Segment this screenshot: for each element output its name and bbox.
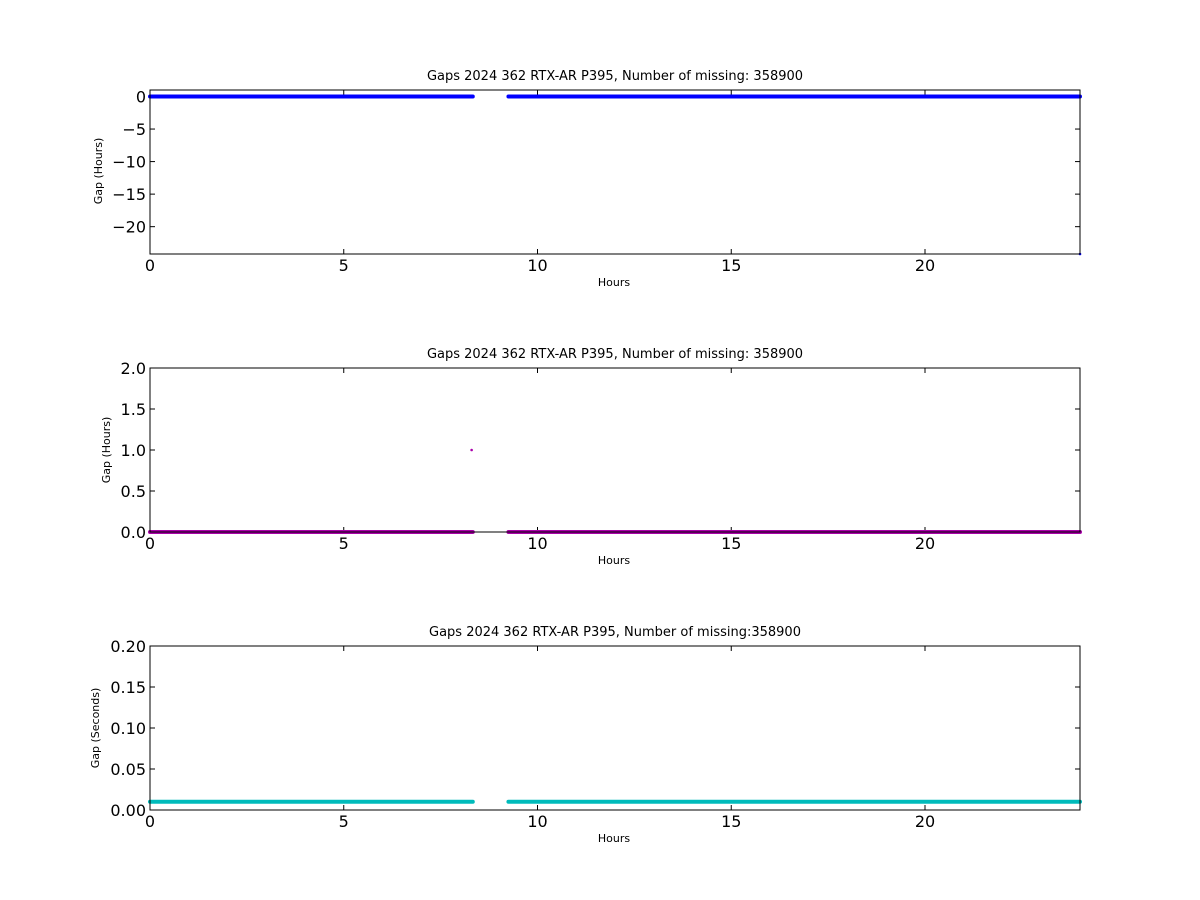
x-tick-label: 20 bbox=[915, 812, 935, 831]
y-tick-label: −10 bbox=[112, 153, 146, 172]
axes-frame bbox=[149, 89, 1081, 255]
plot-area bbox=[148, 94, 1082, 256]
x-tick-label: 0 bbox=[145, 256, 155, 275]
y-tick-label: 1.5 bbox=[121, 400, 146, 419]
panel-title: Gaps 2024 362 RTX-AR P395, Number of mis… bbox=[427, 347, 803, 362]
y-tick-label: 0.20 bbox=[110, 637, 146, 656]
x-tick-label: 20 bbox=[915, 534, 935, 553]
x-tick-label: 15 bbox=[721, 534, 741, 553]
axis-ticks: 0 5 10 15 20 0 −5 −10 −15 −20 bbox=[112, 88, 1080, 275]
x-tick-label: 5 bbox=[339, 812, 349, 831]
axis-ticks: 0 5 10 15 20 0.0 0.5 1.0 1.5 2.0 bbox=[121, 359, 1080, 553]
x-axis-label: Hours bbox=[598, 832, 630, 845]
data-point bbox=[470, 448, 473, 452]
gaps-hours-zoom-panel: Gaps 2024 362 RTX-AR P395, Number of mis… bbox=[100, 347, 1082, 567]
y-tick-label: −20 bbox=[112, 218, 146, 237]
y-axis-label: Gap (Seconds) bbox=[89, 688, 102, 769]
gaps-seconds-panel: Gaps 2024 362 RTX-AR P395, Number of mis… bbox=[89, 625, 1082, 845]
y-tick-label: 0.15 bbox=[110, 678, 146, 697]
x-tick-label: 5 bbox=[339, 534, 349, 553]
y-tick-label: 0.00 bbox=[110, 801, 146, 820]
gaps-hours-panel: Gaps 2024 362 RTX-AR P395, Number of mis… bbox=[92, 69, 1082, 289]
x-tick-label: 10 bbox=[527, 534, 547, 553]
y-tick-label: 0.05 bbox=[110, 760, 146, 779]
x-axis-label: Hours bbox=[598, 554, 630, 567]
y-tick-label: 0.10 bbox=[110, 719, 146, 738]
x-tick-label: 10 bbox=[527, 256, 547, 275]
y-axis-label: Gap (Hours) bbox=[100, 417, 113, 484]
y-tick-label: 2.0 bbox=[121, 359, 146, 378]
y-tick-label: −5 bbox=[122, 120, 146, 139]
x-axis-label: Hours bbox=[598, 276, 630, 289]
axes-frame bbox=[149, 645, 1081, 811]
y-tick-label: 0.5 bbox=[121, 482, 146, 501]
x-tick-label: 20 bbox=[915, 256, 935, 275]
y-tick-label: 0.0 bbox=[121, 523, 146, 542]
x-tick-label: 0 bbox=[145, 534, 155, 553]
panel-title: Gaps 2024 362 RTX-AR P395, Number of mis… bbox=[427, 69, 803, 84]
x-tick-label: 0 bbox=[145, 812, 155, 831]
y-tick-label: 1.0 bbox=[121, 441, 146, 460]
panel-title: Gaps 2024 362 RTX-AR P395, Number of mis… bbox=[429, 625, 801, 640]
y-tick-label: −15 bbox=[112, 185, 146, 204]
axes-frame bbox=[149, 367, 1081, 533]
x-tick-label: 5 bbox=[339, 256, 349, 275]
y-axis-label: Gap (Hours) bbox=[92, 138, 105, 205]
x-tick-label: 15 bbox=[721, 812, 741, 831]
x-tick-label: 10 bbox=[527, 812, 547, 831]
x-tick-label: 15 bbox=[721, 256, 741, 275]
y-tick-label: 0 bbox=[136, 88, 146, 107]
